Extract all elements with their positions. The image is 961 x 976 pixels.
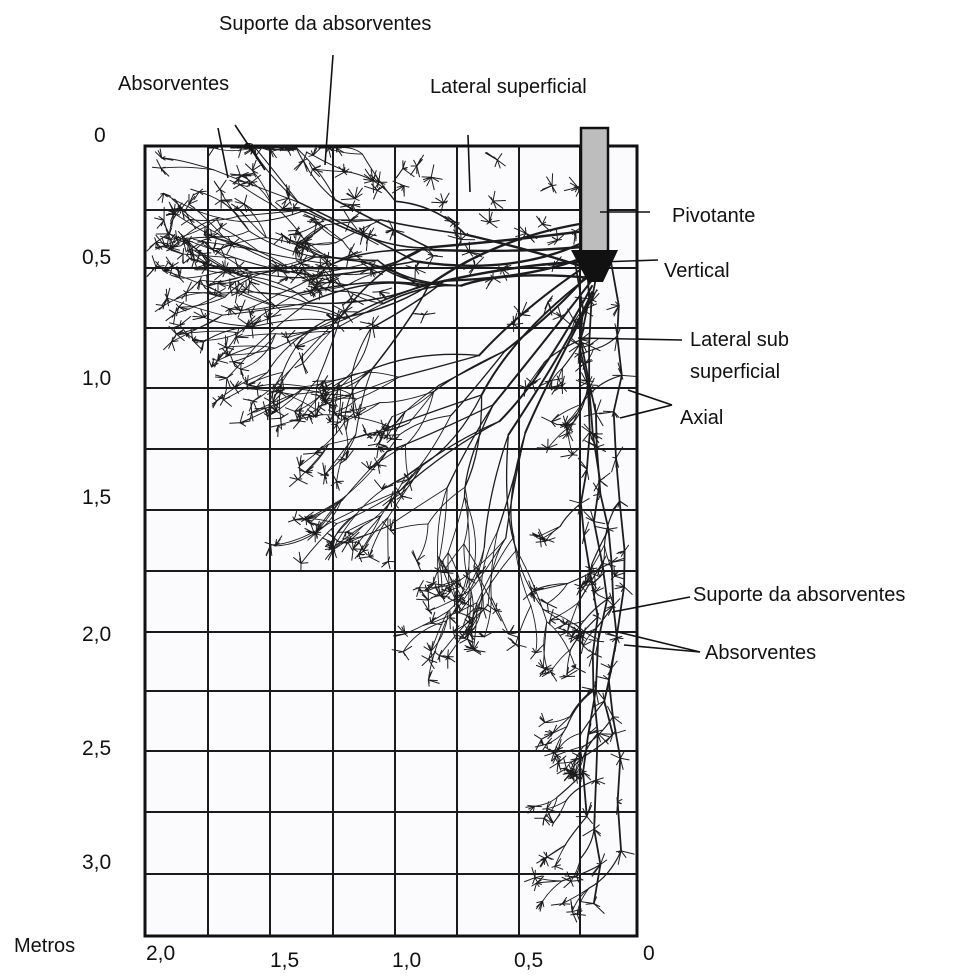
x-tick-label: 1,5	[270, 949, 299, 972]
y-tick-label: 0	[94, 124, 106, 147]
label-absorventes-bottom: Absorventes	[705, 642, 816, 664]
x-tick-label: 1,0	[392, 949, 421, 972]
label-suporte-absorventes-top: Suporte da absorventes	[219, 13, 431, 35]
label-metros: Metros	[14, 935, 75, 957]
y-tick-label: 1,0	[82, 367, 111, 390]
root-drawing	[146, 142, 636, 923]
leader-lines	[217, 54, 701, 653]
x-tick-label: 0,5	[514, 949, 543, 972]
trunk-base	[571, 250, 618, 282]
label-lateral-sub: Lateral sub	[690, 329, 789, 351]
label-absorventes-top: Absorventes	[118, 73, 229, 95]
label-lateral-superficial: Lateral superficial	[430, 76, 587, 98]
label-axial: Axial	[680, 407, 723, 429]
x-tick-label: 0	[643, 942, 655, 965]
label-pivotante: Pivotante	[672, 205, 755, 227]
y-tick-label: 2,0	[82, 623, 111, 646]
trunk	[579, 126, 610, 260]
label-lateral-sub-superficial: superficial	[690, 361, 780, 383]
label-vertical: Vertical	[664, 260, 730, 282]
x-tick-label: 2,0	[146, 942, 175, 965]
y-tick-label: 2,5	[82, 737, 111, 760]
y-tick-label: 1,5	[82, 486, 111, 509]
label-suporte-absorventes-bottom: Suporte da absorventes	[693, 584, 905, 606]
y-tick-label: 3,0	[82, 851, 111, 874]
y-tick-label: 0,5	[82, 246, 111, 269]
